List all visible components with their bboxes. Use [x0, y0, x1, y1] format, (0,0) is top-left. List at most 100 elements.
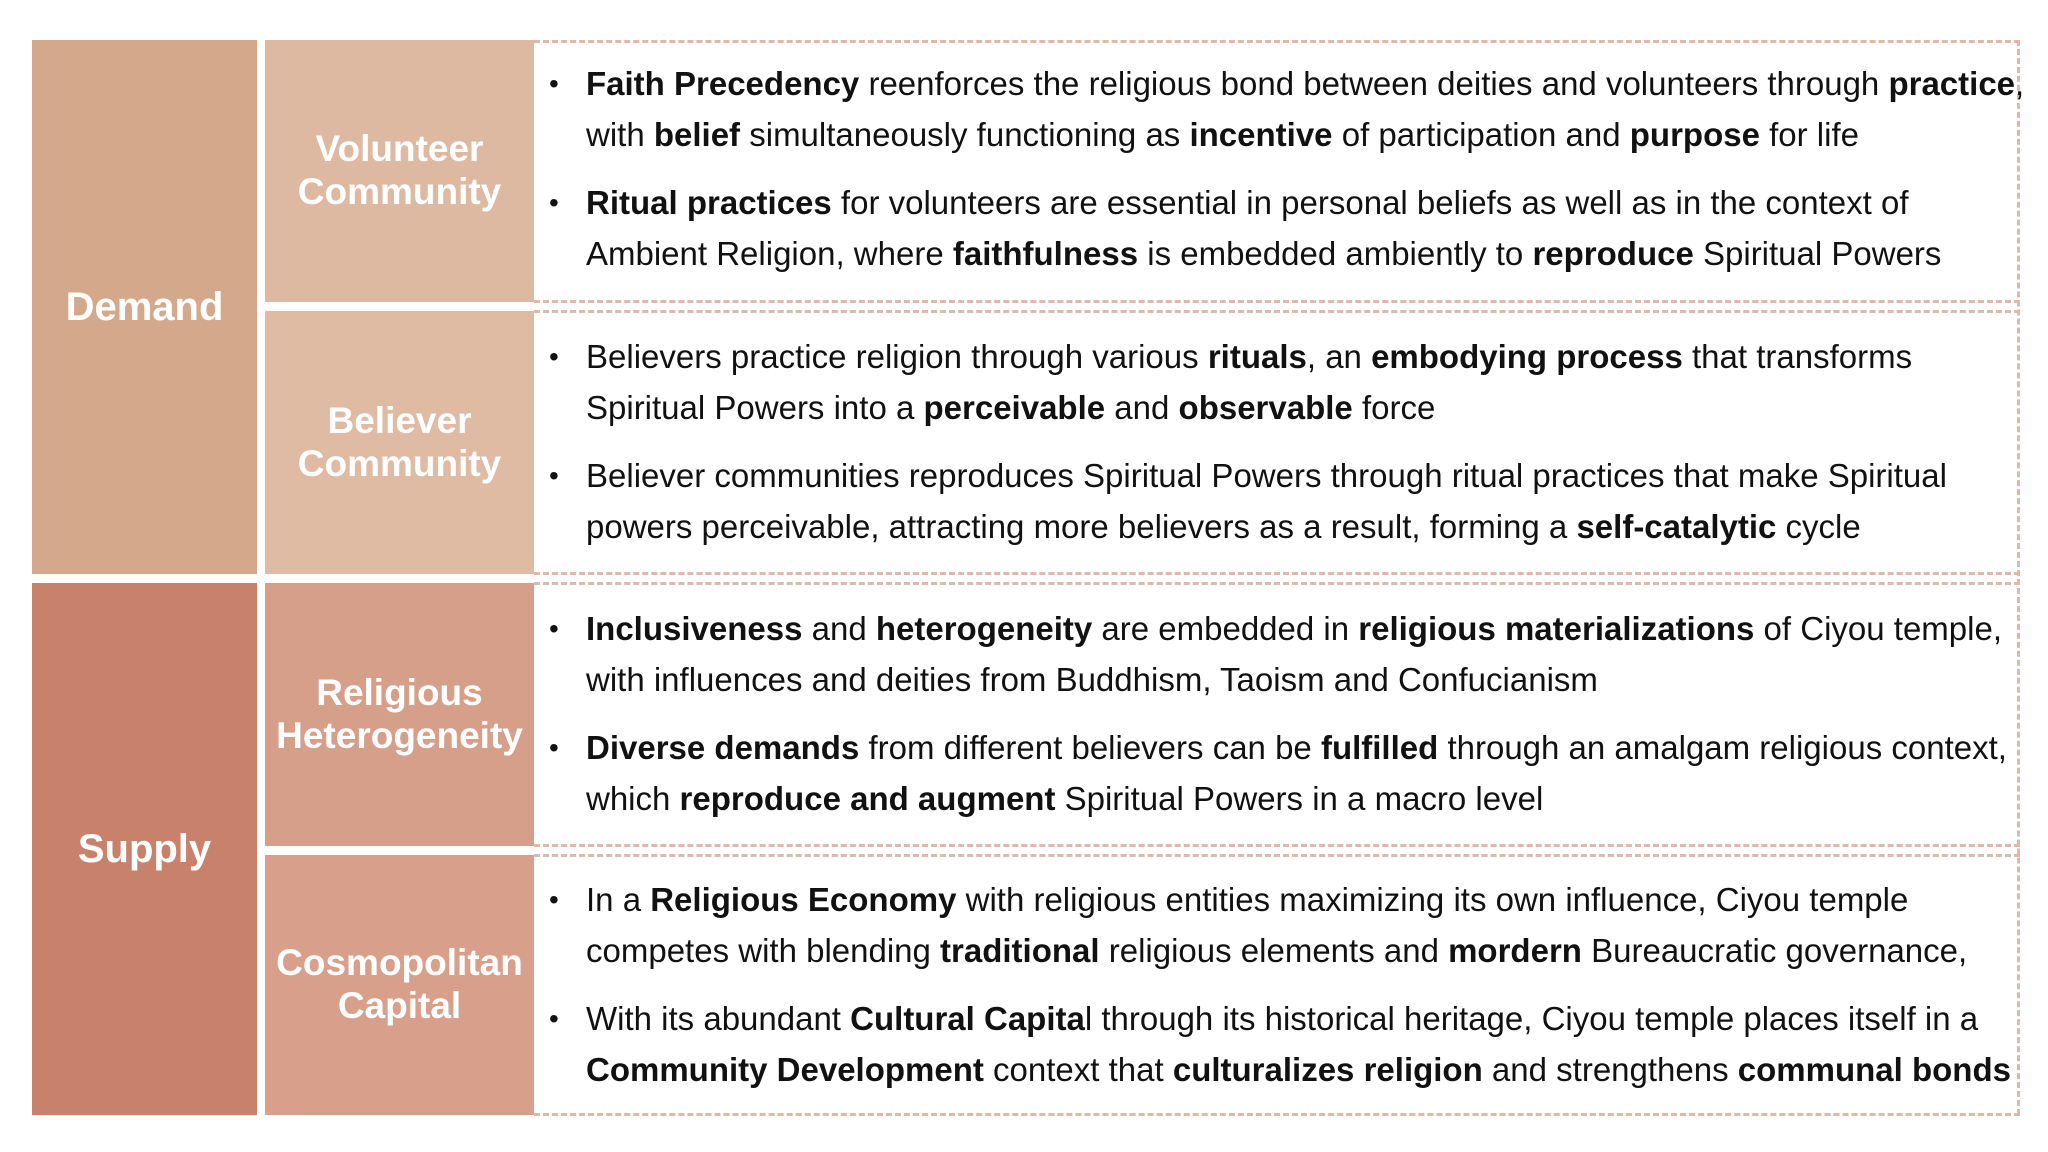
bold-text: Ritual practices: [586, 184, 832, 221]
text: are embedded in: [1092, 610, 1359, 647]
bullet-line: Believers practice religion through vari…: [586, 331, 2018, 382]
text: Spiritual Powers in a macro level: [1055, 780, 1544, 817]
bullet-line: powers perceivable, attracting more beli…: [586, 501, 2018, 552]
text: and: [802, 610, 876, 647]
bullet-item: With its abundant Cultural Capital throu…: [534, 993, 2018, 1095]
bullet-item: Ritual practices for volunteers are esse…: [534, 177, 2018, 279]
text: Spiritual Powers into a: [586, 389, 924, 426]
text: is embedded ambiently to: [1138, 235, 1533, 272]
text: Ambient Religion, where: [586, 235, 953, 272]
bold-text: purpose: [1629, 116, 1760, 153]
text: powers perceivable, attracting more beli…: [586, 508, 1577, 545]
bold-text: reproduce and augment: [679, 780, 1056, 817]
bold-text: embodying process: [1371, 338, 1683, 375]
bullet-item: Believer communities reproduces Spiritua…: [534, 450, 2018, 552]
dashed-divider-3a: [534, 844, 2020, 847]
text: of participation and: [1332, 116, 1630, 153]
text: Spiritual Powers: [1693, 235, 1942, 272]
bold-text: fulfilled: [1320, 729, 1439, 766]
text: Bureaucratic governance,: [1581, 932, 1968, 969]
demand-block: Demand: [32, 40, 257, 574]
volunteer-content: Faith Precedency reenforces the religiou…: [534, 58, 2024, 296]
believer-community-block: Believer Community: [265, 311, 534, 574]
text: simultaneously functioning as: [740, 116, 1190, 153]
bold-text: self-catalytic: [1576, 508, 1777, 545]
heterogeneity-label-line-2: Heterogeneity: [276, 714, 523, 756]
religious-heterogeneity-block: Religious Heterogeneity: [265, 583, 534, 846]
demand-label: Demand: [65, 285, 224, 329]
text: with influences and deities from Buddhis…: [586, 661, 1598, 698]
dashed-border-top: [534, 40, 2020, 43]
dashed-border-right: [2017, 40, 2020, 1115]
bullet-item: Diverse demands from different believers…: [534, 722, 2018, 824]
supply-block: Supply: [32, 583, 257, 1115]
text: Believer communities reproduces Spiritua…: [586, 457, 1947, 494]
bold-text: Cultural Capita: [850, 1000, 1085, 1037]
dashed-divider-2a: [534, 572, 2020, 575]
bold-text: reproduce: [1532, 235, 1694, 272]
text: with religious entities maximizing its o…: [956, 881, 1909, 918]
bullet-line: competes with blending traditional relig…: [586, 925, 2018, 976]
text: competes with blending: [586, 932, 941, 969]
text: through an amalgam religious context,: [1438, 729, 2007, 766]
text: from different believers can be: [859, 729, 1321, 766]
bold-text: heterogeneity: [875, 610, 1093, 647]
bold-text: traditional: [940, 932, 1100, 969]
bullet-line: Spiritual Powers into a perceivable and …: [586, 382, 2018, 433]
text: cycle: [1776, 508, 1861, 545]
bullet-line: Community Development context that cultu…: [586, 1044, 2018, 1095]
cosmopolitan-content: In a Religious Economy with religious en…: [534, 874, 2018, 1112]
bold-text: belief: [653, 116, 741, 153]
bullet-line: Diverse demands from different believers…: [586, 722, 2018, 773]
text: for life: [1759, 116, 1859, 153]
believer-label-line-2: Community: [297, 442, 502, 484]
dashed-divider-1a: [534, 300, 2020, 303]
bold-text: Diverse demands: [586, 729, 860, 766]
bullet-item: In a Religious Economy with religious en…: [534, 874, 2018, 976]
cosmopolitan-label-line-1: Cosmopolitan: [276, 942, 523, 984]
believer-content: Believers practice religion through vari…: [534, 331, 2018, 569]
supply-label: Supply: [77, 827, 212, 871]
bold-text: observable: [1178, 389, 1353, 426]
dashed-divider-2b: [534, 582, 2020, 585]
text: ,: [2015, 65, 2025, 102]
bullet-item: Believers practice religion through vari…: [534, 331, 2018, 433]
bold-text: incentive: [1189, 116, 1333, 153]
text: force: [1352, 389, 1436, 426]
bold-text: faithfulness: [952, 235, 1139, 272]
bold-text: Inclusiveness: [586, 610, 803, 647]
heterogeneity-bullets: Inclusiveness and heterogeneity are embe…: [534, 603, 2018, 824]
text: of Ciyou temple,: [1754, 610, 2003, 647]
bullet-line: In a Religious Economy with religious en…: [586, 874, 2018, 925]
volunteer-label-line-2: Community: [297, 171, 502, 212]
heterogeneity-label-line-1: Religious: [316, 671, 483, 713]
bold-text: perceivable: [923, 389, 1106, 426]
text: In a: [586, 881, 651, 918]
bold-text: rituals: [1207, 338, 1307, 375]
text: l through its historical heritage, Ciyou…: [1084, 1000, 1979, 1037]
volunteer-label-line-1: Volunteer: [315, 128, 484, 170]
bullet-line: Believer communities reproduces Spiritua…: [586, 450, 2018, 501]
bold-text: religious materializations: [1358, 610, 1755, 647]
bullet-item: Faith Precedency reenforces the religiou…: [534, 58, 2024, 160]
bold-text: mordern: [1448, 932, 1582, 969]
believer-label-line-1: Believer: [327, 399, 472, 441]
dashed-border-bottom: [534, 1113, 2020, 1116]
dashed-divider-1b: [534, 310, 2020, 313]
bullet-line: Ambient Religion, where faithfulness is …: [586, 228, 2018, 279]
bullet-line: Faith Precedency reenforces the religiou…: [586, 58, 2024, 109]
bullet-line: Ritual practices for volunteers are esse…: [586, 177, 2018, 228]
text: and strengthens: [1482, 1051, 1738, 1088]
bold-text: practice: [1888, 65, 2016, 102]
volunteer-community-block: Volunteer Community: [265, 40, 534, 302]
cosmopolitan-capital-block: Cosmopolitan Capital: [265, 855, 534, 1115]
heterogeneity-content: Inclusiveness and heterogeneity are embe…: [534, 603, 2018, 841]
text: that transforms: [1682, 338, 1913, 375]
bold-text: culturalizes religion: [1172, 1051, 1483, 1088]
text: religious elements and: [1099, 932, 1449, 969]
bullet-line: with belief simultaneously functioning a…: [586, 109, 2018, 160]
bold-text: communal bonds: [1737, 1051, 2011, 1088]
bullet-item: Inclusiveness and heterogeneity are embe…: [534, 603, 2018, 705]
text: , an: [1306, 338, 1372, 375]
text: With its abundant: [586, 1000, 851, 1037]
